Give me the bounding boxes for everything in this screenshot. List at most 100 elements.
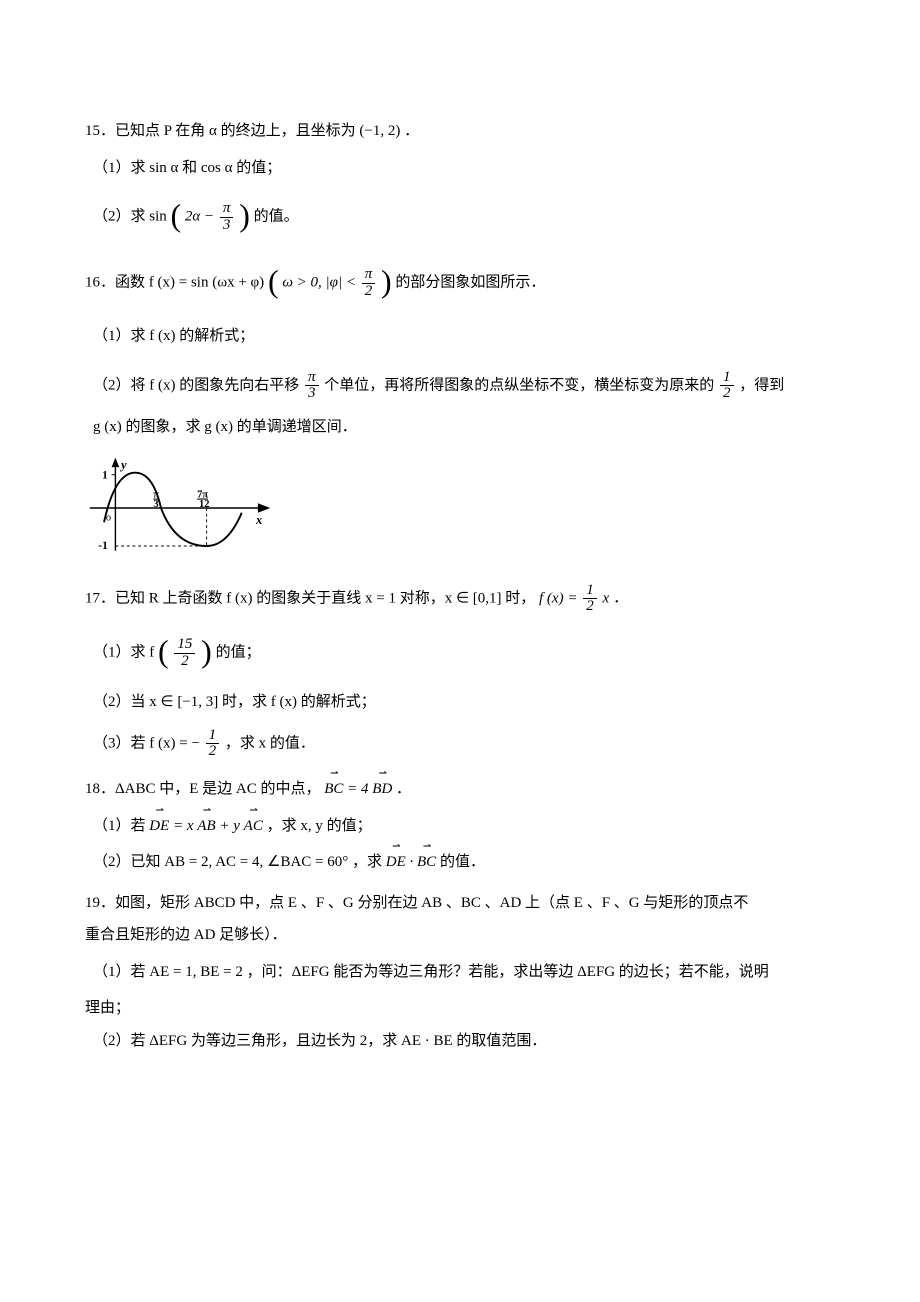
- frac-den: 2: [583, 599, 597, 615]
- y-axis-label: y: [119, 458, 127, 472]
- q3: （3）若 f (x) = − 1 2 ，求 x 的值．: [85, 728, 835, 761]
- q1-frac: 15 2: [174, 637, 195, 670]
- stem2: 重合且矩形的边 AD 足够长）．: [85, 927, 287, 943]
- x-arrow: [258, 503, 270, 513]
- frac-num: π: [220, 201, 234, 218]
- q2-frac1: π 3: [305, 370, 319, 403]
- stem1: 19．如图，矩形 ABCD 中，点 E 、F 、G 分别在边 AB 、BC 、A…: [85, 895, 748, 911]
- y-top-label: 1: [102, 469, 108, 481]
- vec-text: BD: [372, 781, 392, 797]
- q2-post: 的值．: [440, 854, 485, 870]
- q2-pre: （2）将 f (x) 的图象先向右平移: [93, 377, 299, 393]
- sine-graph: 1 -1 π 3 7π 12 y x o: [85, 453, 275, 563]
- stem-pre: 17．已知 R 上奇函数 f (x) 的图象关于直线 x = 1 对称，x ∈ …: [85, 590, 535, 606]
- q1-text: （1）求 f (x) 的解析式；: [93, 328, 254, 344]
- stem-post: ．: [396, 781, 411, 797]
- q2-post: ，得到: [739, 377, 784, 393]
- frac-den: 2: [206, 744, 220, 760]
- q1-eq2: + y: [219, 818, 240, 834]
- x-axis-label: x: [255, 513, 262, 527]
- vec-bc: ⇀ BC: [324, 778, 343, 801]
- q2-pre: （2）求 sin: [93, 208, 167, 224]
- vec-arrow-icon: ⇀: [197, 803, 215, 818]
- q2: （2）已知 AB = 2, AC = 4, ∠BAC = 60° ，求 ⇀ DE…: [85, 851, 835, 874]
- stem-line1: 19．如图，矩形 ABCD 中，点 E 、F 、G 分别在边 AB 、BC 、A…: [85, 892, 835, 915]
- q1: （1）求 sin α 和 cos α 的值；: [85, 157, 835, 180]
- q2-frac: π 3: [220, 201, 234, 234]
- q2: （2）求 sin ( 2α − π 3 ) 的值。: [85, 193, 835, 241]
- q1-post: 的值；: [216, 644, 261, 660]
- frac-den: 2: [362, 284, 376, 300]
- vec-arrow-icon: ⇀: [386, 839, 406, 854]
- q1: （1）求 f ( 15 2 ) 的值；: [85, 629, 835, 677]
- q2-line2-text: g (x) 的图象，求 g (x) 的单调递增区间．: [93, 419, 357, 435]
- frac-den: 2: [720, 386, 734, 402]
- q3-post: ，求 x 的值．: [225, 735, 315, 751]
- stem: 18．ΔABC 中，E 是边 AC 的中点， ⇀ BC = 4 ⇀ BD ．: [85, 778, 835, 801]
- vec-de: ⇀ DE: [149, 815, 169, 838]
- vec-de2: ⇀ DE: [386, 851, 406, 874]
- cond1: ω > 0, |φ| <: [282, 274, 356, 290]
- q3-frac: 1 2: [206, 728, 220, 761]
- q1-pre: （1）求 f: [93, 644, 154, 660]
- problem-15: 15．已知点 P 在角 α 的终边上，且坐标为 (−1, 2) ． （1）求 s…: [85, 120, 835, 241]
- vec-text: DE: [386, 854, 406, 870]
- q2-pre: （2）已知 AB = 2, AC = 4, ∠BAC = 60° ，求: [93, 854, 382, 870]
- q1a: （1）若 AE = 1, BE = 2 ，问：ΔEFG 能否为等边三角形？若能，…: [93, 964, 769, 980]
- q2-mid: 个单位，再将所得图象的点纵坐标不变，横坐标变为原来的: [324, 377, 714, 393]
- q2-inner: 2α −: [185, 208, 214, 224]
- vec-arrow-icon: ⇀: [149, 803, 169, 818]
- vec-arrow-icon: ⇀: [372, 766, 392, 781]
- vec-bd: ⇀ BD: [372, 778, 392, 801]
- right-paren: ): [381, 257, 392, 305]
- vec-text: AC: [244, 818, 263, 834]
- q1-text: （1）求 sin α 和 cos α 的值；: [93, 160, 281, 176]
- problem-19: 19．如图，矩形 ABCD 中，点 E 、F 、G 分别在边 AB 、BC 、A…: [85, 892, 835, 1053]
- q1b: 理由；: [85, 1000, 130, 1016]
- left-paren: (: [158, 627, 169, 675]
- frac-den: 3: [305, 386, 319, 402]
- stem-frac: 1 2: [583, 583, 597, 616]
- stem: 15．已知点 P 在角 α 的终边上，且坐标为 (−1, 2) ．: [85, 120, 835, 143]
- frac-num: 1: [206, 728, 220, 745]
- right-paren: ): [201, 627, 212, 675]
- y-arrow: [112, 457, 120, 467]
- q1-eq1: = x: [173, 818, 194, 834]
- tick1-den: 3: [153, 499, 158, 510]
- vec-bc2: ⇀ BC: [417, 851, 436, 874]
- stem-post: 的部分图象如图所示．: [395, 274, 545, 290]
- q1-pre: （1）若: [93, 818, 146, 834]
- vec-text: DE: [149, 818, 169, 834]
- vec-ac: ⇀ AC: [244, 815, 263, 838]
- frac-num: 15: [174, 637, 195, 654]
- stem: 17．已知 R 上奇函数 f (x) 的图象关于直线 x = 1 对称，x ∈ …: [85, 583, 835, 616]
- origin-label: o: [106, 512, 111, 523]
- q2: （2）若 ΔEFG 为等边三角形，且边长为 2，求 AE · BE 的取值范围．: [85, 1030, 835, 1053]
- cond-frac: π 2: [362, 267, 376, 300]
- tick2-den: 12: [199, 499, 209, 510]
- frac-den: 3: [220, 218, 234, 234]
- q1: （1）若 ⇀ DE = x ⇀ AB + y ⇀ AC ，求 x, y 的值；: [85, 815, 835, 838]
- q1-line1: （1）若 AE = 1, BE = 2 ，问：ΔEFG 能否为等边三角形？若能，…: [85, 961, 835, 984]
- vec-arrow-icon: ⇀: [417, 839, 436, 854]
- stem-pre: 18．ΔABC 中，E 是边 AC 的中点，: [85, 781, 321, 797]
- right-paren: ): [239, 191, 250, 239]
- stem-line2: 重合且矩形的边 AD 足够长）．: [85, 924, 835, 947]
- left-paren: (: [171, 191, 182, 239]
- q2-frac2: 1 2: [720, 370, 734, 403]
- y-bot-label: -1: [98, 539, 108, 551]
- q2-post: 的值。: [254, 208, 299, 224]
- q2-text: （2）当 x ∈ [−1, 3] 时，求 f (x) 的解析式；: [93, 694, 376, 710]
- vec-ab: ⇀ AB: [197, 815, 215, 838]
- vec-arrow-icon: ⇀: [244, 803, 263, 818]
- graph-container: 1 -1 π 3 7π 12 y x o: [85, 453, 835, 563]
- q2-dot: ·: [410, 854, 418, 870]
- q2-line1: （2）将 f (x) 的图象先向右平移 π 3 个单位，再将所得图象的点纵坐标不…: [85, 370, 835, 403]
- q2-text: （2）若 ΔEFG 为等边三角形，且边长为 2，求 AE · BE 的取值范围．: [93, 1033, 546, 1049]
- left-paren: (: [268, 257, 279, 305]
- vec-arrow-icon: ⇀: [324, 766, 343, 781]
- stem-pre: 16．函数 f (x) = sin (ωx + φ): [85, 274, 264, 290]
- vec-text: AB: [197, 818, 215, 834]
- stem-fx: f (x) =: [539, 590, 577, 606]
- frac-num: π: [305, 370, 319, 387]
